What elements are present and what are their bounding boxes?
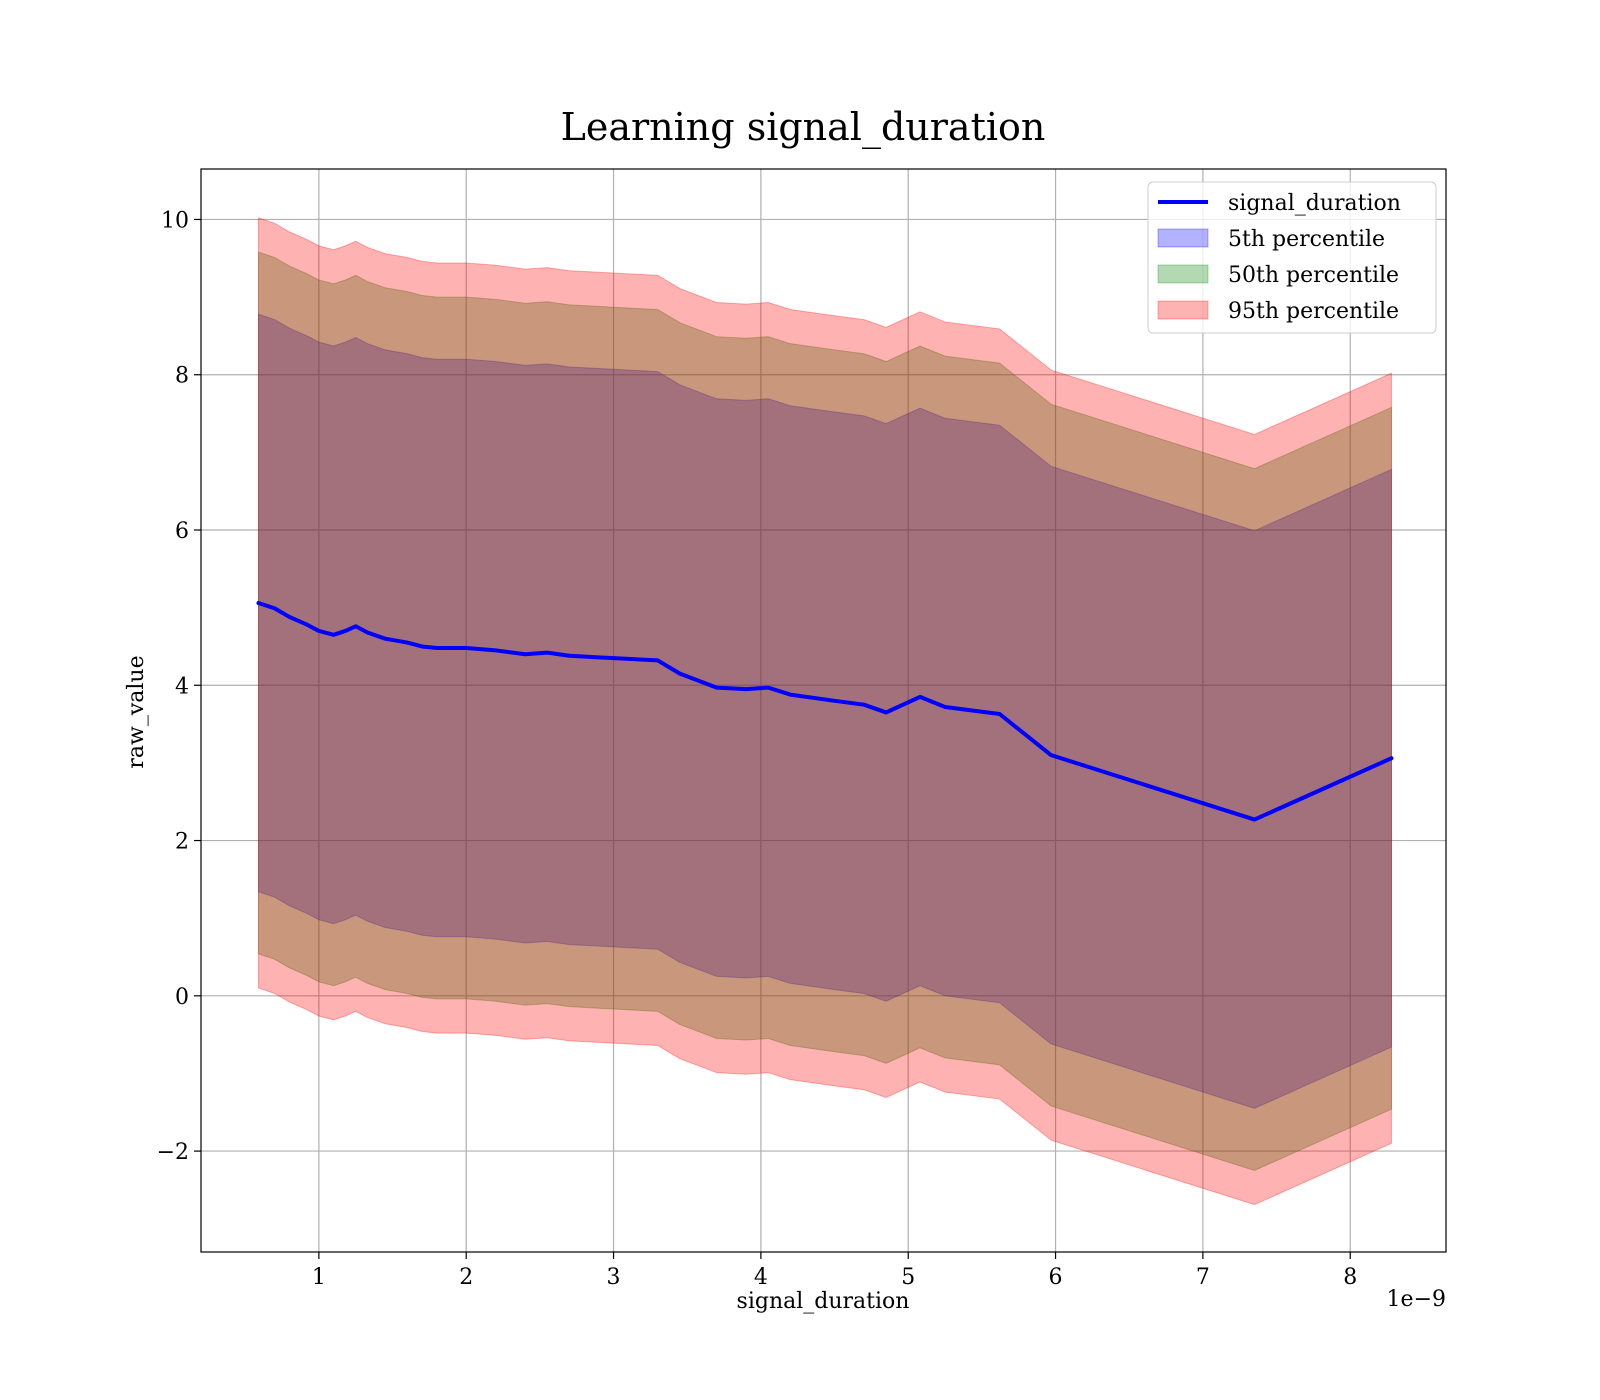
plot-frame <box>200 168 1447 1253</box>
grid <box>201 169 1446 1252</box>
series-lines <box>256 600 1394 822</box>
y-tick-label: 2 <box>175 830 189 855</box>
legend-swatch-patch <box>1157 300 1209 320</box>
band-95th-percentile <box>257 217 1392 1206</box>
x-tick-label: 3 <box>607 1265 621 1290</box>
y-tick-label: 8 <box>175 364 189 389</box>
x-axis-offset-text: 1e−9 <box>1387 1287 1446 1312</box>
legend-label: 95th percentile <box>1228 299 1399 324</box>
x-tick-label: 8 <box>1343 1265 1357 1290</box>
x-axis-ticks: 1 2 3 4 5 6 7 8 <box>312 1252 1357 1290</box>
chart-title: Learning signal_duration <box>561 105 1046 150</box>
legend-box <box>1147 181 1437 334</box>
legend-label: 50th percentile <box>1228 263 1399 288</box>
x-axis-label: signal_duration <box>737 1289 910 1314</box>
y-tick-label: 10 <box>161 208 189 233</box>
y-axis-ticks: −2 0 2 4 6 8 10 <box>157 208 201 1165</box>
x-tick-label: 1 <box>312 1265 326 1290</box>
y-tick-label: 0 <box>175 985 189 1010</box>
legend-swatch-patch <box>1157 264 1209 284</box>
legend: signal_duration 5th percentile 50th percen… <box>1147 181 1437 334</box>
x-tick-label: 6 <box>1049 1265 1063 1290</box>
legend-label: signal_duration <box>1228 191 1401 216</box>
x-tick-label: 5 <box>901 1265 915 1290</box>
series-line-signal_duration <box>256 600 1394 822</box>
y-tick-label: 6 <box>175 519 189 544</box>
band-50th-percentile <box>257 251 1392 1172</box>
y-tick-label: 4 <box>175 674 189 699</box>
band-5th-percentile <box>257 313 1392 1109</box>
y-tick-label: −2 <box>157 1140 189 1165</box>
legend-swatch-patch <box>1157 228 1209 248</box>
percentile-bands <box>257 217 1392 1206</box>
y-axis-label: raw_value <box>124 655 149 768</box>
x-tick-label: 2 <box>459 1265 473 1290</box>
x-tick-label: 4 <box>754 1265 768 1290</box>
x-tick-label: 7 <box>1196 1265 1210 1290</box>
legend-label: 5th percentile <box>1228 227 1385 252</box>
